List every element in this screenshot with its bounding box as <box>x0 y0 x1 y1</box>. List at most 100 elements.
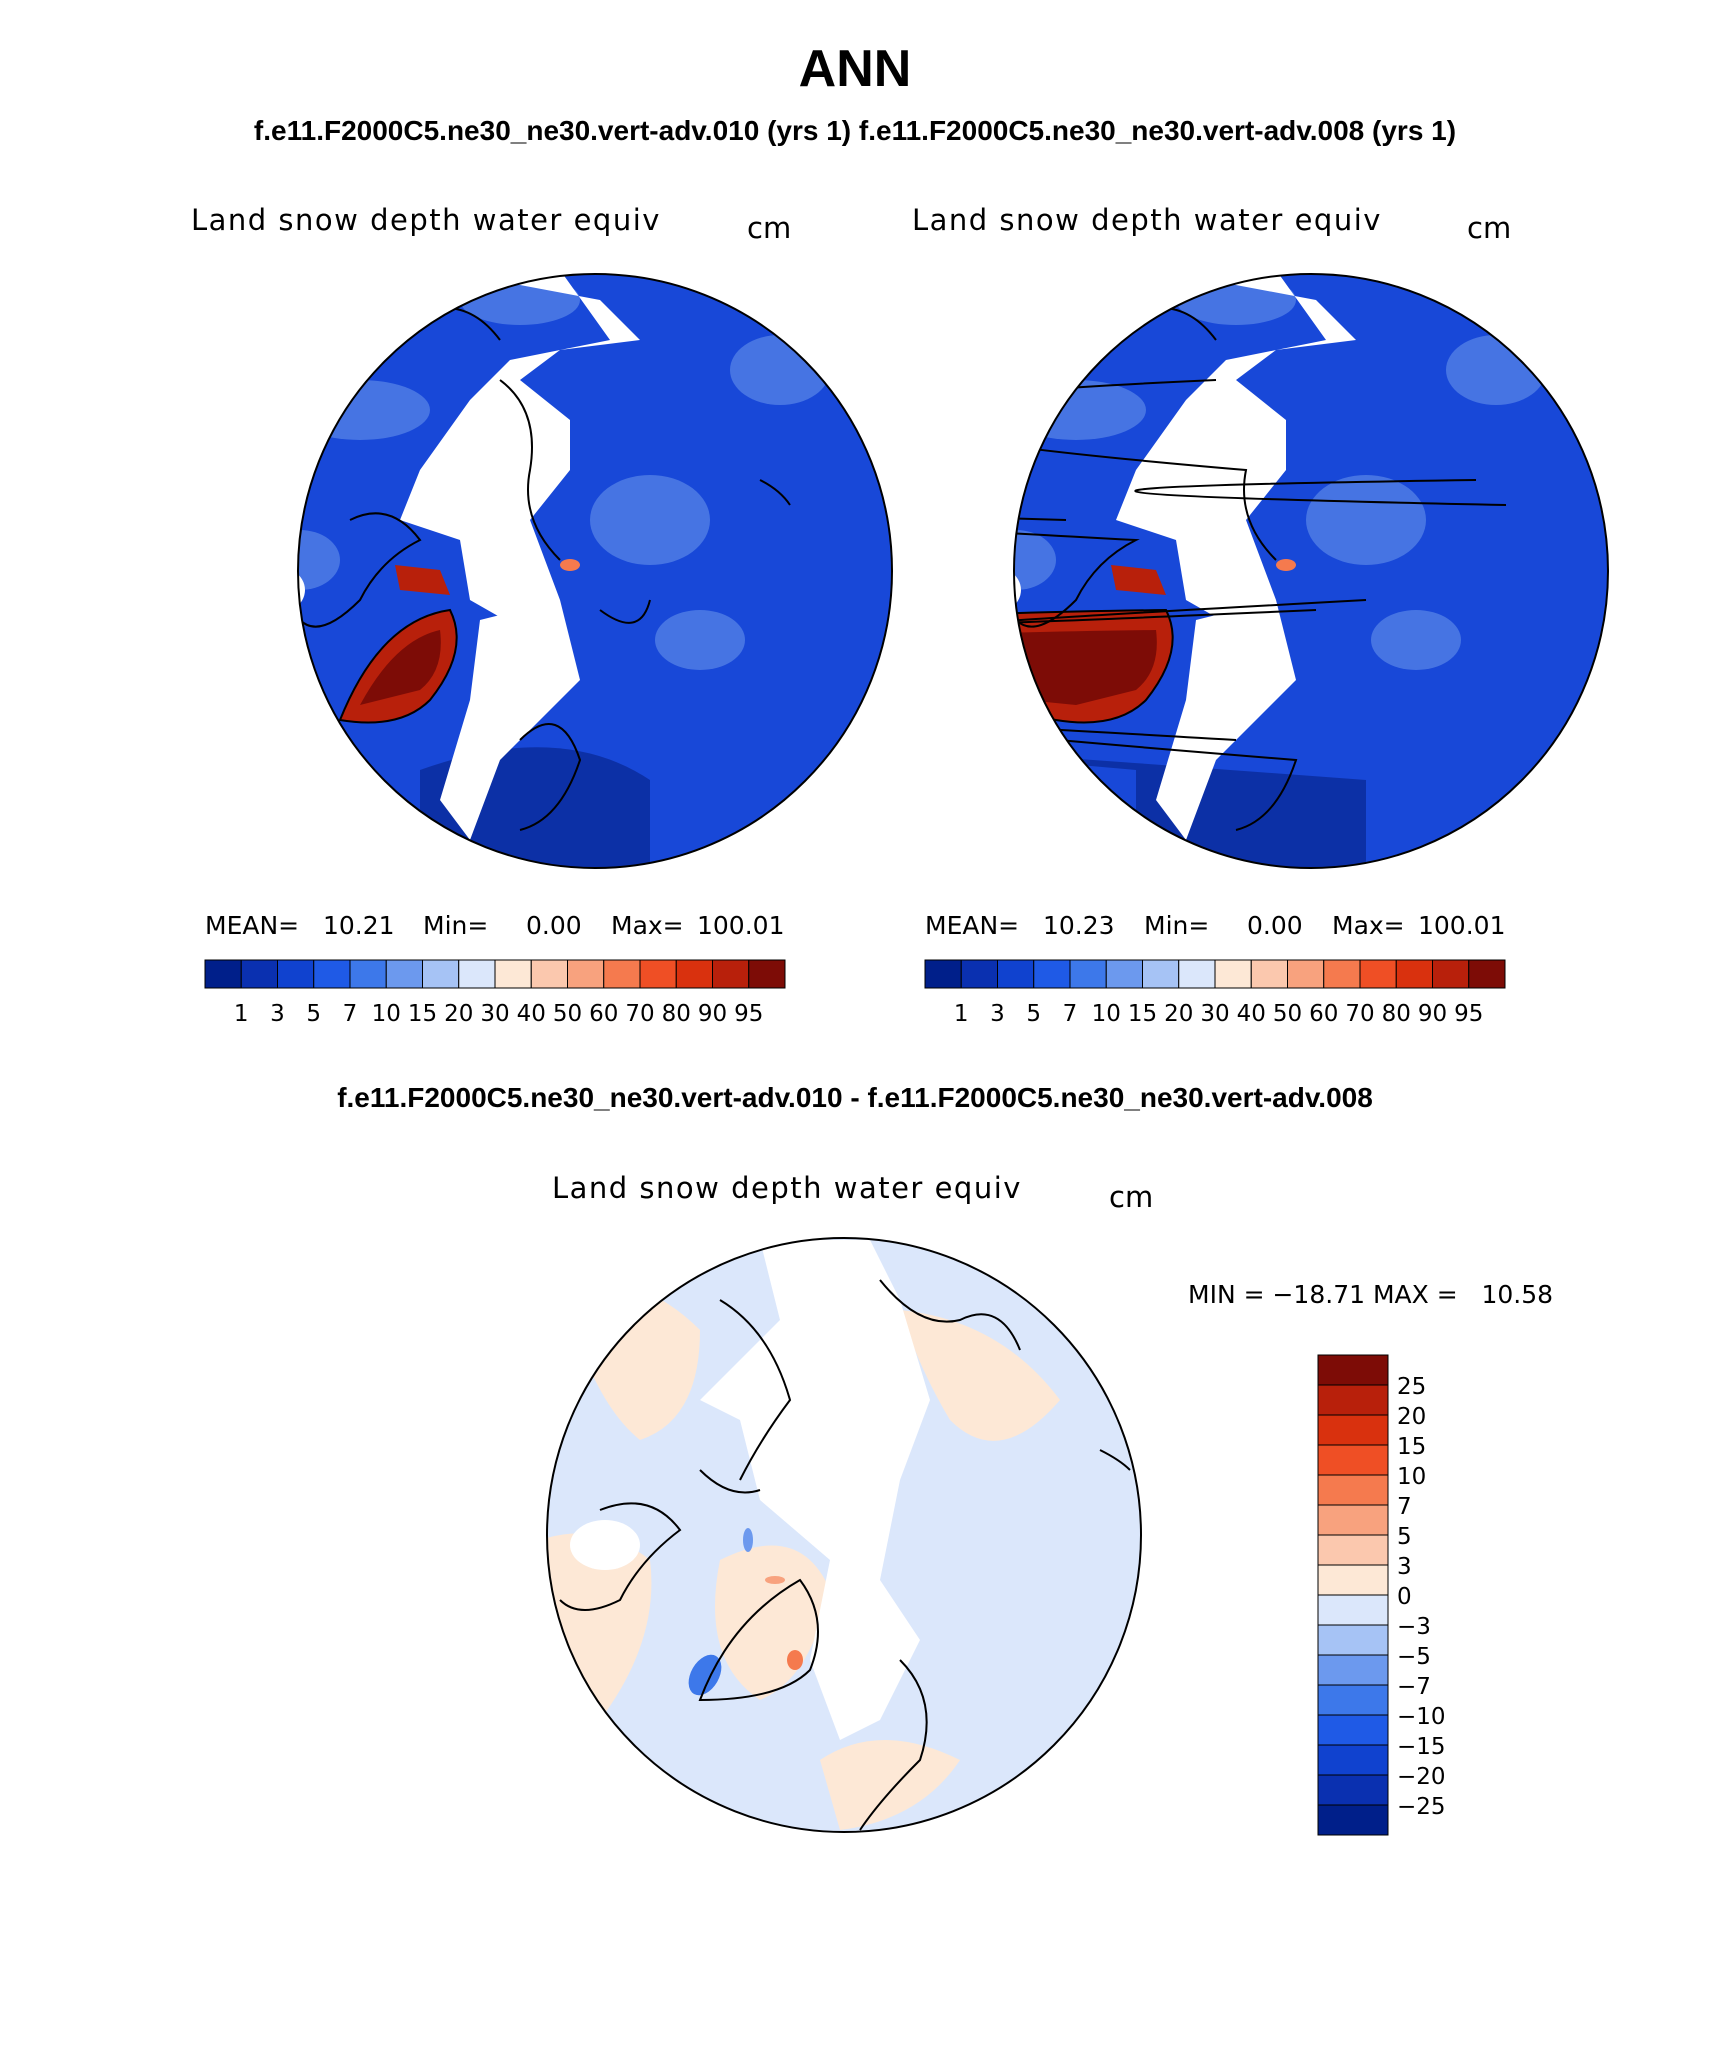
warm-patch <box>1026 396 1066 412</box>
diff-colorbar-tick-label: −15 <box>1397 1734 1446 1760</box>
diff-colorbar-tick-label: −3 <box>1397 1614 1431 1640</box>
coastline <box>1014 723 1298 831</box>
greenland-ice-core <box>360 630 441 705</box>
colorbar-tick-label: 50 <box>553 1001 582 1027</box>
colorbar-box <box>1359 959 1397 989</box>
colorbar-tick-label: 40 <box>517 1001 546 1027</box>
colorbar-tick-label: 10 <box>1092 1001 1121 1027</box>
negative-anomaly <box>688 1654 722 1696</box>
coastline <box>719 1299 792 1481</box>
diff-colorbar-box <box>1317 1744 1389 1776</box>
diff-colorbar-box <box>1317 1384 1389 1416</box>
colorbar-tick-label: 5 <box>1026 1001 1041 1027</box>
diff-panel-variable: Land snow depth water equiv <box>552 1171 1022 1205</box>
colorbar-tick-label: 50 <box>1273 1001 1302 1027</box>
colorbar-tick-label: 95 <box>1454 1001 1483 1027</box>
positive-anomaly <box>787 1650 803 1670</box>
left-panel-variable: Land snow depth water equiv <box>191 203 661 237</box>
diff-colorbar-tick-label: −25 <box>1397 1794 1446 1820</box>
warm-patch <box>310 396 350 412</box>
colorbar-tick-label: 1 <box>954 1001 969 1027</box>
colorbar-box <box>530 959 568 989</box>
diff-colorbar-tick-label: 3 <box>1397 1554 1412 1580</box>
right-mean-value: 10.23 <box>1043 911 1115 940</box>
left-mean-label: MEAN= <box>205 911 299 940</box>
right-min-value: 0.00 <box>1247 911 1303 940</box>
diff-colorbar-tick-label: −20 <box>1397 1764 1446 1790</box>
colorbar-box <box>1250 959 1288 989</box>
figure-subtitle: f.e11.F2000C5.ne30_ne30.vert-adv.010 (yr… <box>254 115 1456 146</box>
arctic-ocean-lower <box>440 600 580 840</box>
colorbar-box <box>712 959 750 989</box>
colorbar-tick-label: 95 <box>734 1001 763 1027</box>
right-colorbar: 1 3 5 7 10 15 20 30 40 50 60 70 80 90 95 <box>924 959 1506 1027</box>
diff-panel: Land snow depth water equiv cm MIN = −18… <box>546 1171 1553 1836</box>
diff-colorbar-tick-label: 5 <box>1397 1524 1412 1550</box>
colorbar-tick-label: 5 <box>306 1001 321 1027</box>
coastline <box>1014 379 1277 561</box>
coastline <box>599 599 651 624</box>
colorbar-tick-label: 70 <box>1345 1001 1374 1027</box>
diff-colorbar-tick-label: 20 <box>1397 1404 1426 1430</box>
colorbar-box <box>960 959 998 989</box>
colorbar-box <box>1287 959 1325 989</box>
diff-colorbar-box <box>1317 1474 1389 1506</box>
diff-colorbar-box <box>1317 1774 1389 1806</box>
diff-colorbar-tick-label: −5 <box>1397 1644 1431 1670</box>
diff-colorbar-box <box>1317 1504 1389 1536</box>
right-panel-variable: Land snow depth water equiv <box>912 203 1382 237</box>
colorbar-box <box>675 959 713 989</box>
coastline <box>859 1659 928 1831</box>
colorbar-tick-label: 7 <box>1063 1001 1078 1027</box>
colorbar-box <box>313 959 351 989</box>
hudson-bay <box>298 562 305 618</box>
colorbar-tick-label: 60 <box>1309 1001 1338 1027</box>
colorbar-tick-label: 7 <box>343 1001 358 1027</box>
right-max-label: Max= <box>1332 911 1405 940</box>
right-mean-label: MEAN= <box>925 911 1019 940</box>
colorbar-box <box>1142 959 1180 989</box>
low-snow-patch <box>1371 610 1461 670</box>
coastline <box>879 1279 1021 1351</box>
left-map-border <box>297 273 893 869</box>
diff-colorbar-box <box>1317 1354 1389 1386</box>
diff-colorbar-tick-label: 7 <box>1397 1494 1412 1520</box>
colorbar-tick-label: 30 <box>1200 1001 1229 1027</box>
left-max-value: 100.01 <box>697 911 784 940</box>
colorbar-box <box>204 959 242 989</box>
right-map-border <box>1013 273 1609 869</box>
colorbar-tick-label: 10 <box>372 1001 401 1027</box>
colorbar-tick-label: 20 <box>1164 1001 1193 1027</box>
colorbar-tick-label: 3 <box>270 1001 285 1027</box>
colorbar-box <box>1468 959 1506 989</box>
positive-difference-region <box>820 1740 960 1830</box>
colorbar-box <box>1323 959 1361 989</box>
arctic-ocean <box>700 1240 930 1740</box>
coastline <box>1014 512 1140 628</box>
colorbar-box <box>1069 959 1107 989</box>
svalbard-patch <box>1276 559 1296 571</box>
low-snow-patch <box>298 530 340 590</box>
left-min-label: Min= <box>423 911 488 940</box>
coastline <box>1134 479 1507 506</box>
arctic-ocean <box>400 274 640 640</box>
colorbar-tick-label: 15 <box>408 1001 437 1027</box>
colorbar-box <box>494 959 532 989</box>
diff-panel-units: cm <box>1109 1180 1153 1214</box>
diff-colorbar-tick-label: 10 <box>1397 1464 1426 1490</box>
coastline <box>519 723 582 831</box>
arctic-ocean <box>1116 274 1356 640</box>
colorbar-box <box>1033 959 1071 989</box>
colorbar-box <box>1214 959 1252 989</box>
colorbar-tick-label: 1 <box>234 1001 249 1027</box>
right-panel: Land snow depth water equiv cm MEAN= 10.… <box>912 203 1609 1027</box>
diff-colorbar-tick-label: 25 <box>1397 1374 1426 1400</box>
greenland-ice-core <box>1014 630 1157 705</box>
diff-colorbar-box <box>1317 1624 1389 1656</box>
low-snow-patch <box>590 475 710 565</box>
colorbar-box <box>1178 959 1216 989</box>
coastline <box>699 1469 761 1494</box>
left-panel-units: cm <box>747 211 791 245</box>
diff-colorbar-box <box>1317 1594 1389 1626</box>
coastline <box>299 512 422 628</box>
